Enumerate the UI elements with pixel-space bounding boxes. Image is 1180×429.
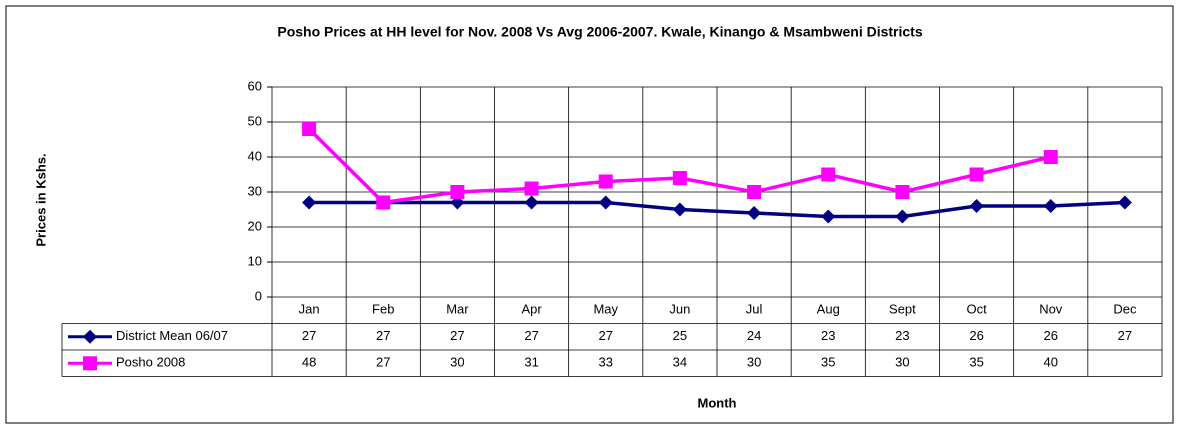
table-value: 40 (1044, 355, 1058, 370)
table-value: 33 (599, 355, 613, 370)
table-value: 27 (599, 328, 613, 343)
x-tick-label: Mar (446, 302, 469, 317)
table-value: 24 (747, 328, 761, 343)
marker (895, 185, 910, 199)
marker (302, 195, 317, 210)
x-tick-label: Jan (299, 302, 320, 317)
marker (969, 199, 984, 213)
x-tick-label: Jul (746, 302, 763, 317)
x-tick-label: Nov (1039, 302, 1063, 317)
marker (524, 195, 539, 210)
marker (672, 202, 687, 217)
y-axis-label: Prices in Kshs. (33, 153, 48, 246)
y-tick-label: 0 (255, 288, 262, 303)
x-tick-label: Aug (817, 302, 840, 317)
x-tick-label: Dec (1113, 302, 1137, 317)
chart-title: Posho Prices at HH level for Nov. 2008 V… (277, 24, 922, 40)
marker (969, 167, 984, 182)
series-line (309, 200, 1126, 219)
marker (1117, 195, 1132, 210)
table-value: 27 (450, 328, 464, 343)
legend-label: District Mean 06/07 (116, 328, 228, 343)
y-tick-label: 10 (248, 253, 262, 268)
marker (821, 209, 836, 224)
table-value: 27 (376, 355, 390, 370)
table-value: 31 (524, 355, 538, 370)
marker (1043, 150, 1058, 164)
marker (1043, 199, 1058, 213)
table-value: 27 (302, 328, 316, 343)
marker (376, 195, 391, 210)
marker (302, 122, 317, 136)
y-tick-label: 30 (248, 183, 262, 198)
table-value: 23 (895, 328, 909, 343)
marker (598, 195, 613, 210)
table-value: 48 (302, 355, 316, 370)
marker (747, 206, 762, 220)
marker (672, 171, 687, 185)
table-value: 27 (1118, 328, 1132, 343)
marker (450, 185, 465, 199)
x-tick-label: Apr (521, 302, 542, 317)
table-value: 30 (895, 355, 909, 370)
table-value: 23 (821, 328, 835, 343)
table-value: 35 (821, 355, 835, 370)
x-axis-label: Month (698, 395, 737, 410)
x-tick-label: Sept (889, 302, 916, 317)
marker (524, 181, 539, 196)
legend-label: Posho 2008 (116, 355, 185, 370)
marker (598, 174, 613, 189)
table-value: 30 (747, 355, 761, 370)
marker (895, 209, 910, 224)
x-tick-label: Oct (966, 302, 987, 317)
marker (747, 185, 762, 199)
chart-border (5, 5, 1174, 424)
legend-key-marker (83, 329, 97, 344)
x-tick-label: Feb (372, 302, 394, 317)
legend-key-marker (83, 356, 97, 371)
y-tick-label: 60 (248, 78, 262, 93)
table-value: 34 (673, 355, 687, 370)
x-tick-label: Jun (669, 302, 690, 317)
table-value: 27 (524, 328, 538, 343)
table-value: 25 (673, 328, 687, 343)
x-tick-label: May (593, 302, 618, 317)
table-value: 30 (450, 355, 464, 370)
y-tick-label: 40 (248, 148, 262, 163)
table-value: 26 (969, 328, 983, 343)
table-value: 26 (1044, 328, 1058, 343)
y-tick-label: 20 (248, 218, 262, 233)
y-tick-label: 50 (248, 113, 262, 128)
table-value: 27 (376, 328, 390, 343)
marker (821, 167, 836, 182)
table-value: 35 (969, 355, 983, 370)
